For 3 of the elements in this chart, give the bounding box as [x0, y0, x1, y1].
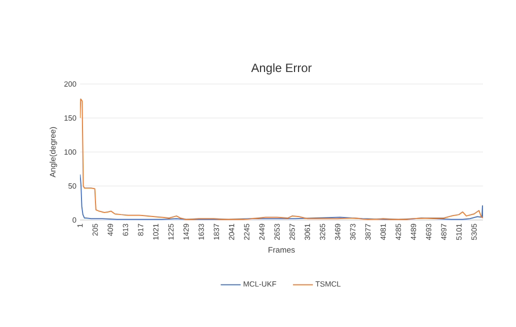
x-axis-title: Frames — [268, 247, 295, 253]
chart-title: Angle Error — [251, 63, 312, 74]
y-axis-title: Angle(degree) — [50, 127, 58, 178]
